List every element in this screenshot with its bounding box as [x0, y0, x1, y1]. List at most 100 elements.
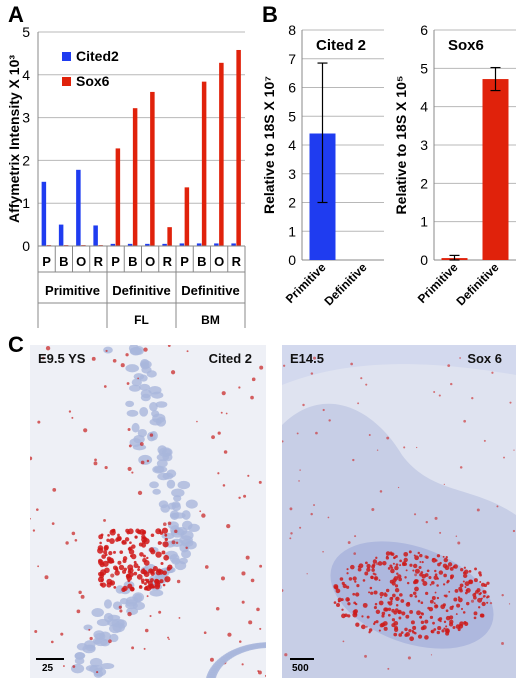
signal-dot — [403, 557, 408, 563]
signal-dot — [352, 592, 356, 596]
cell — [138, 383, 151, 391]
signal-dot — [479, 573, 482, 577]
signal-dot — [149, 547, 155, 553]
signal-dot — [126, 530, 131, 535]
image-right-label: Cited 2 — [208, 351, 252, 366]
signal-dot — [458, 586, 463, 591]
signal-dot — [347, 541, 351, 544]
signal-dot — [443, 620, 447, 624]
signal-dot — [103, 385, 107, 388]
signal-dot — [376, 449, 379, 451]
x-tick-label: R — [94, 254, 104, 269]
signal-dot — [477, 597, 483, 603]
signal-dot — [127, 579, 131, 583]
signal-dot — [117, 560, 122, 565]
signal-dot — [127, 568, 131, 572]
signal-dot — [356, 584, 360, 588]
signal-dot — [430, 580, 435, 585]
signal-dot — [68, 410, 72, 413]
signal-dot — [155, 551, 162, 558]
signal-dot — [354, 535, 357, 538]
signal-dot — [149, 578, 154, 583]
signal-dot — [430, 630, 433, 633]
signal-dot — [465, 589, 469, 592]
signal-dot — [417, 599, 421, 603]
signal-dot — [459, 357, 461, 359]
signal-dot — [143, 554, 146, 558]
signal-dot — [456, 603, 461, 608]
cell — [171, 488, 185, 498]
signal-dot — [375, 620, 379, 624]
signal-dot — [491, 371, 494, 374]
bar-sox6 — [132, 108, 138, 247]
signal-dot — [345, 597, 350, 602]
signal-dot — [396, 572, 399, 575]
signal-dot — [385, 556, 390, 560]
signal-dot — [112, 358, 117, 363]
signal-dot — [365, 625, 368, 628]
cell — [92, 637, 103, 645]
signal-dot — [355, 622, 360, 627]
signal-dot — [37, 420, 41, 424]
signal-dot — [394, 584, 399, 588]
signal-dot — [129, 541, 132, 545]
signal-dot — [366, 567, 371, 572]
signal-dot — [391, 597, 393, 599]
signal-dot — [397, 574, 402, 579]
signal-dot — [167, 521, 172, 526]
signal-dot — [370, 575, 374, 579]
signal-dot — [106, 538, 110, 542]
x-tick-label: R — [232, 254, 242, 269]
signal-dot — [142, 530, 147, 535]
signal-dot — [227, 632, 232, 637]
signal-dot — [419, 616, 423, 619]
signal-dot — [241, 600, 245, 604]
cell — [174, 561, 187, 571]
signal-dot — [398, 633, 403, 637]
bar-cited2 — [76, 169, 81, 246]
signal-dot — [413, 554, 416, 557]
signal-dot — [370, 591, 374, 595]
bar-sox6 — [236, 49, 241, 247]
signal-dot — [372, 559, 377, 564]
signal-dot — [144, 578, 148, 582]
signal-dot — [366, 615, 370, 619]
y-axis-label: Relative to 18S X 10⁷ — [261, 76, 277, 214]
signal-dot — [99, 541, 102, 545]
cell — [166, 469, 177, 478]
bar-cited2 — [41, 181, 47, 246]
signal-dot — [108, 639, 112, 644]
signal-dot — [158, 529, 162, 533]
signal-dot — [442, 583, 446, 586]
signal-dot — [409, 593, 413, 598]
signal-dot — [373, 622, 376, 626]
cell — [169, 510, 180, 520]
signal-dot — [384, 592, 387, 595]
signal-dot — [389, 564, 393, 568]
signal-dot — [368, 433, 371, 436]
signal-dot — [341, 613, 346, 619]
signal-dot — [434, 569, 437, 573]
signal-dot — [365, 383, 368, 386]
signal-dot — [390, 552, 393, 556]
signal-dot — [391, 608, 395, 613]
y-tick-label: 1 — [288, 223, 296, 239]
cell — [140, 362, 150, 370]
signal-dot — [250, 578, 255, 583]
signal-dot — [128, 572, 134, 578]
y-axis-label: Affymetrix Intensity X 10³ — [6, 55, 22, 223]
signal-dot — [398, 616, 402, 620]
signal-dot — [337, 597, 342, 602]
cell — [156, 453, 170, 462]
signal-dot — [133, 560, 137, 564]
cell — [103, 346, 113, 354]
signal-dot — [420, 571, 424, 574]
signal-dot — [436, 584, 439, 587]
signal-dot — [336, 603, 341, 608]
cell — [185, 499, 198, 509]
signal-dot — [459, 621, 464, 626]
signal-dot — [393, 556, 396, 560]
signal-dot — [133, 571, 138, 576]
bar — [482, 79, 509, 260]
